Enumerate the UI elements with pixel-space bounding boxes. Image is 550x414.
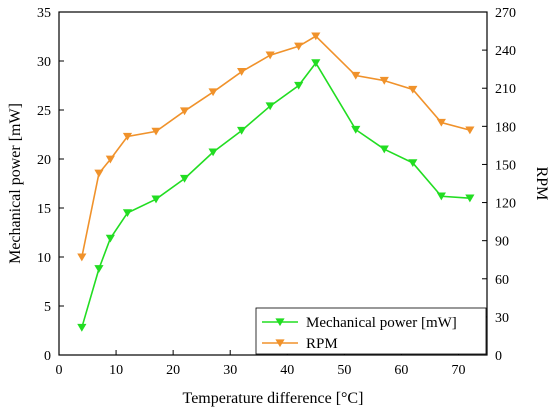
right-tick-label: 90 <box>495 235 509 250</box>
data-point-rpm <box>351 71 361 80</box>
left-tick-label: 0 <box>44 349 51 364</box>
left-tick-label: 15 <box>37 202 51 217</box>
right-tick-label: 0 <box>495 349 502 364</box>
right-tick-label: 180 <box>495 120 516 135</box>
legend-items: Mechanical power [mW] RPM <box>262 315 457 352</box>
left-tick-label: 20 <box>37 153 51 168</box>
legend-label-rpm: RPM <box>306 336 338 352</box>
series-layer <box>77 32 475 332</box>
data-point-mechanical-power-mw <box>151 195 161 204</box>
data-point-rpm <box>311 32 321 41</box>
data-point-mechanical-power-mw <box>311 59 321 68</box>
data-point-rpm <box>465 126 475 135</box>
x-tick-label: 50 <box>337 363 351 378</box>
data-point-mechanical-power-mw <box>379 145 389 154</box>
series-line-rpm <box>81 35 471 258</box>
data-point-rpm <box>265 51 275 60</box>
right-tick-label: 60 <box>495 273 509 288</box>
data-point-rpm <box>436 118 446 127</box>
data-point-rpm <box>237 68 247 76</box>
x-tick-label: 60 <box>394 363 408 378</box>
data-point-rpm <box>77 253 87 262</box>
data-point-rpm <box>105 155 115 164</box>
data-point-mechanical-power-mw <box>408 159 418 168</box>
legend-item-mechanical-power-mw: Mechanical power [mW] <box>262 315 457 331</box>
x-tick-label: 10 <box>109 363 123 378</box>
plot-area-border <box>58 11 488 356</box>
data-point-mechanical-power-mw <box>265 102 275 111</box>
data-point-rpm <box>208 88 218 97</box>
data-point-mechanical-power-mw <box>77 323 87 332</box>
data-point-rpm <box>151 127 161 136</box>
x-axis-ticks: 0 10 20 30 40 50 60 70 <box>56 350 465 378</box>
data-point-mechanical-power-mw <box>105 234 115 243</box>
data-point-mechanical-power-mw <box>122 209 133 218</box>
data-point-mechanical-power-mw <box>237 126 247 135</box>
series-rpm <box>77 32 475 262</box>
left-tick-label: 10 <box>37 251 51 266</box>
right-tick-label: 270 <box>495 6 516 21</box>
x-tick-label: 0 <box>56 363 63 378</box>
right-tick-label: 150 <box>495 158 516 173</box>
x-tick-label: 30 <box>223 363 237 378</box>
data-point-rpm <box>94 169 104 178</box>
data-point-mechanical-power-mw <box>294 81 304 90</box>
x-axis-title: Temperature difference [°C] <box>183 390 364 407</box>
plot-frame <box>58 11 488 356</box>
data-point-rpm <box>379 76 389 85</box>
data-point-mechanical-power-mw <box>179 174 190 183</box>
right-tick-label: 240 <box>495 44 516 59</box>
left-tick-label: 30 <box>37 55 51 70</box>
left-tick-label: 5 <box>44 300 51 315</box>
right-tick-label: 210 <box>495 82 516 97</box>
x-tick-label: 40 <box>280 363 294 378</box>
legend-box <box>255 307 487 355</box>
legend: Mechanical power [mW] RPM <box>255 307 487 355</box>
data-point-rpm <box>122 132 133 141</box>
right-tick-label: 30 <box>495 311 509 326</box>
left-tick-label: 35 <box>37 6 51 21</box>
x-tick-label: 70 <box>451 363 465 378</box>
data-point-mechanical-power-mw <box>436 192 446 201</box>
data-point-mechanical-power-mw <box>351 125 361 134</box>
data-point-mechanical-power-mw <box>94 265 104 273</box>
data-point-rpm <box>408 85 418 94</box>
data-point-mechanical-power-mw <box>465 194 475 203</box>
data-point-rpm <box>179 107 190 116</box>
series-line-mechanical-power-mw <box>81 61 470 328</box>
left-tick-label: 25 <box>37 104 51 119</box>
right-y-axis-title: RPM <box>533 167 550 201</box>
right-tick-label: 120 <box>495 197 516 212</box>
legend-item-rpm: RPM <box>262 336 338 352</box>
right-axis-ticks: 0 30 60 90 120 150 180 210 240 270 <box>482 6 516 364</box>
legend-marker-rpm <box>275 339 285 348</box>
legend-label-mechanical-power-mw: Mechanical power [mW] <box>306 315 457 331</box>
data-point-rpm <box>294 42 304 51</box>
left-axis-ticks: 0 5 10 15 20 25 30 35 <box>37 6 64 364</box>
left-y-axis-title: Mechanical power [mW] <box>7 103 24 264</box>
x-tick-label: 20 <box>166 363 180 378</box>
series-mechanical-power-mw <box>77 59 475 332</box>
legend-marker-mechanical-power-mw <box>275 318 285 327</box>
data-point-mechanical-power-mw <box>208 148 218 157</box>
